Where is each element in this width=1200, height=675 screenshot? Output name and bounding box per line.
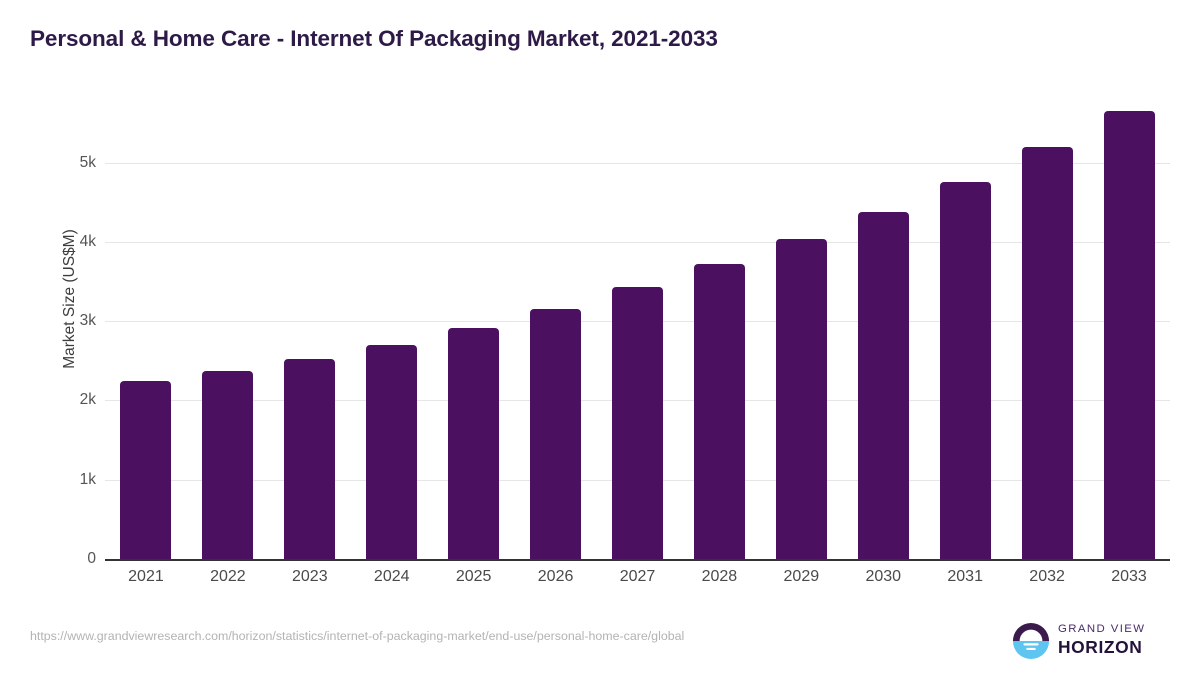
logo-circle-icon xyxy=(1012,622,1050,660)
y-axis-tick-label: 3k xyxy=(79,312,96,330)
x-axis-tick-label: 2029 xyxy=(783,568,820,585)
bar[interactable] xyxy=(693,263,745,559)
source-url[interactable]: https://www.grandviewresearch.com/horizo… xyxy=(30,629,685,643)
bar[interactable] xyxy=(775,239,827,559)
y-axis-title: Market Size (US$M) xyxy=(61,229,78,369)
grand-view-horizon-logo[interactable]: GRAND VIEW HORIZON xyxy=(1012,620,1170,662)
bar[interactable] xyxy=(448,327,500,559)
y-axis-tick-label: 1k xyxy=(79,470,96,488)
x-axis-tick-label: 2021 xyxy=(128,568,164,585)
logo-wordmark: GRAND VIEW HORIZON xyxy=(1058,622,1170,660)
x-axis-tick-label: 2023 xyxy=(292,568,328,585)
x-axis-tick-label: 2032 xyxy=(1029,568,1065,585)
gridline xyxy=(105,162,1170,164)
x-axis-tick-label: 2033 xyxy=(1111,568,1147,585)
y-axis-tick-label: 4k xyxy=(79,232,96,250)
bar[interactable] xyxy=(1021,146,1073,559)
y-axis-tick-label: 5k xyxy=(79,153,96,171)
logo-line-horizon: HORIZON xyxy=(1058,637,1143,657)
x-axis-tick-label: 2024 xyxy=(373,568,410,585)
bar[interactable] xyxy=(1103,110,1155,559)
x-axis-tick-label: 2030 xyxy=(865,568,902,585)
x-axis-tick-label: 2025 xyxy=(455,568,492,585)
bar[interactable] xyxy=(366,344,418,559)
bar[interactable] xyxy=(530,308,582,559)
bar[interactable] xyxy=(120,380,172,559)
logo-line-grand-view: GRAND VIEW xyxy=(1058,623,1146,635)
bar[interactable] xyxy=(857,211,909,559)
x-axis-tick-label: 2022 xyxy=(210,568,246,585)
x-axis-line xyxy=(105,559,1170,561)
x-axis-tick-label: 2028 xyxy=(701,568,738,585)
bar[interactable] xyxy=(612,287,663,559)
x-axis-tick-label: 2027 xyxy=(619,568,656,585)
x-axis-tick-label: 2031 xyxy=(947,568,983,585)
bar[interactable] xyxy=(284,359,336,559)
bar[interactable] xyxy=(202,371,254,559)
gridline xyxy=(105,241,1170,243)
y-axis-tick-label: 0 xyxy=(87,550,96,567)
x-axis-tick-label: 2026 xyxy=(537,568,574,585)
bar[interactable] xyxy=(939,181,991,559)
y-axis-tick-label: 2k xyxy=(79,391,96,409)
page-title: Personal & Home Care - Internet Of Packa… xyxy=(30,26,718,51)
